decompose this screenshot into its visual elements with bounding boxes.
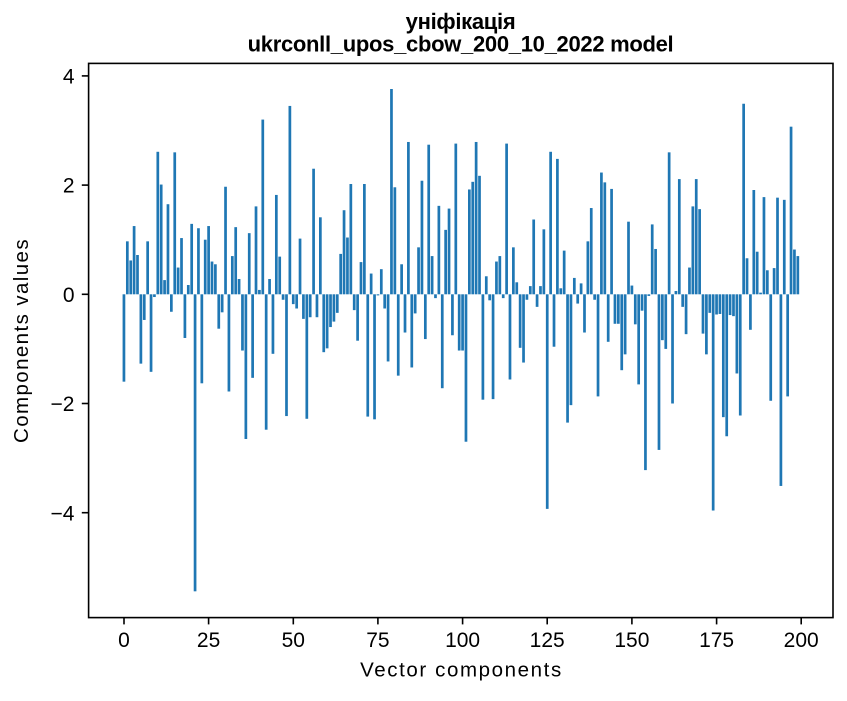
svg-text:4: 4 xyxy=(63,66,75,89)
svg-text:200: 200 xyxy=(784,629,819,652)
svg-text:75: 75 xyxy=(366,629,389,652)
svg-text:Vector components: Vector components xyxy=(360,659,563,682)
svg-text:0: 0 xyxy=(63,284,75,307)
svg-text:175: 175 xyxy=(699,629,734,652)
svg-text:2: 2 xyxy=(63,175,75,198)
svg-text:ukrconll_upos_cbow_200_10_2022: ukrconll_upos_cbow_200_10_2022 model xyxy=(248,32,674,57)
svg-text:Components values: Components values xyxy=(10,238,33,443)
svg-text:0: 0 xyxy=(118,629,130,652)
svg-text:25: 25 xyxy=(197,629,220,652)
svg-text:50: 50 xyxy=(282,629,305,652)
svg-text:125: 125 xyxy=(530,629,565,652)
svg-text:−2: −2 xyxy=(51,393,75,416)
svg-text:100: 100 xyxy=(445,629,480,652)
svg-text:−4: −4 xyxy=(51,502,75,525)
svg-text:уніфікація: уніфікація xyxy=(406,9,516,34)
svg-text:150: 150 xyxy=(614,629,649,652)
